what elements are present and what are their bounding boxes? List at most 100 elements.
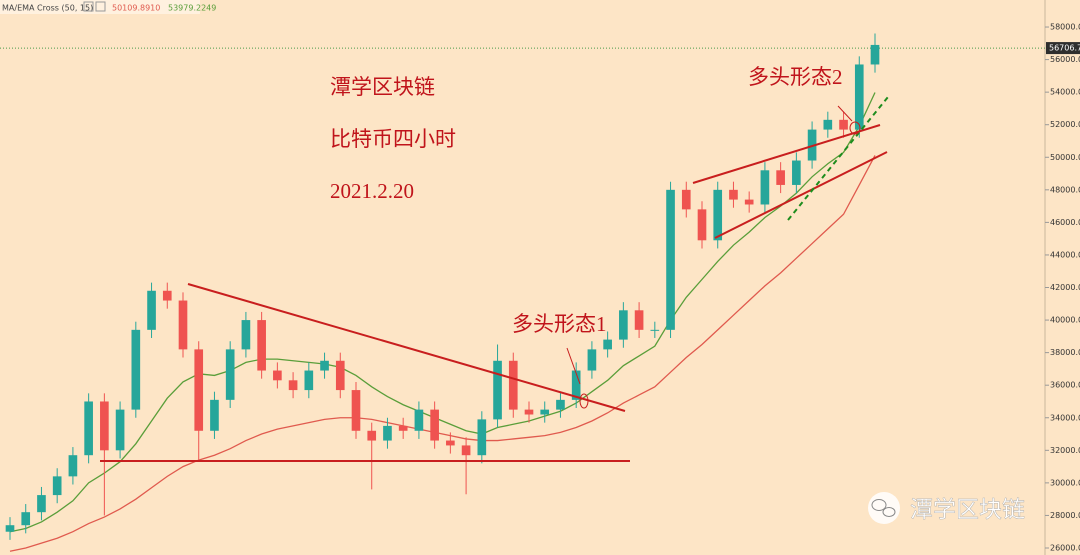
legend: 50109.8910 53979.2249 (112, 4, 216, 13)
y-tick-label: 32000.00 (1050, 446, 1080, 455)
candle-body (446, 440, 455, 446)
arrow (566, 347, 581, 385)
candle-body (225, 349, 235, 400)
candle-body (273, 370, 282, 381)
candle-body (115, 409, 125, 451)
candle-body (68, 455, 78, 477)
candle-body (619, 310, 628, 340)
candle-body (461, 445, 471, 456)
candle-body (194, 349, 204, 431)
marker (579, 393, 589, 409)
candle-body (430, 409, 439, 441)
marker (849, 121, 861, 135)
candle-body (210, 399, 219, 431)
y-tick-label: 36000.00 (1050, 381, 1080, 390)
candle-body (367, 430, 377, 441)
candle-body (100, 401, 109, 451)
indicator-label: MA/EMA Cross (50, 15) (2, 4, 93, 13)
candle-body (744, 199, 754, 205)
y-tick-label: 54000.00 (1050, 88, 1080, 97)
annotation: 潭学区块链 (330, 75, 435, 99)
candles (5, 33, 880, 540)
candle-body (697, 209, 707, 241)
ma-line (9, 92, 876, 533)
last-price-label: 56706.76 (1049, 44, 1080, 53)
watermark-text: 潭学区块链 (910, 497, 1025, 523)
candle-body (414, 409, 424, 431)
y-tick-label: 28000.00 (1050, 511, 1080, 520)
candle-body (508, 360, 518, 410)
candle-body (477, 419, 487, 456)
candle-body (729, 189, 738, 200)
annotation: 比特币四小时 (330, 127, 456, 151)
candle-body (650, 329, 660, 331)
last-price-tag (1046, 42, 1080, 55)
y-tick-label: 44000.00 (1050, 250, 1080, 259)
candle-body (870, 44, 880, 65)
y-tick-label: 50000.00 (1050, 153, 1080, 162)
y-tick-label: 46000.00 (1050, 218, 1080, 227)
y-tick-label: 52000.00 (1050, 120, 1080, 129)
y-tick-label: 48000.00 (1050, 185, 1080, 194)
legend-icon (83, 1, 94, 12)
y-tick-label: 30000.00 (1050, 478, 1080, 487)
candle-body (839, 119, 848, 130)
annotation: 多头形态1 (512, 312, 607, 336)
candle-body (84, 401, 93, 456)
candle-body (666, 189, 675, 330)
moving-averages (9, 92, 876, 552)
trend-line (692, 124, 881, 184)
candle-body (603, 339, 612, 350)
annotation: 2021.2.20 (330, 179, 414, 203)
candle-body (854, 64, 864, 130)
candle-body (5, 525, 15, 532)
watermark-icon (882, 507, 896, 517)
candle-body (634, 310, 644, 330)
legend-bg (0, 0, 200, 14)
watermark: 潭学区块链 (868, 492, 1025, 524)
candle-body (823, 119, 833, 130)
legend-value: 53979.2249 (168, 4, 216, 13)
candle-body (147, 290, 156, 330)
trend-line (714, 151, 888, 239)
candle-body (257, 320, 266, 371)
candle-body (792, 160, 801, 185)
candle-body (540, 409, 550, 415)
candle-body (556, 399, 565, 410)
y-tick-label: 42000.00 (1050, 283, 1080, 292)
candle-body (304, 370, 314, 391)
price-axis-panel (1045, 0, 1080, 555)
ma-line (9, 155, 876, 552)
grid: 26000.00 28000.00 30000.00 32000.00 34000.00… (0, 23, 1080, 552)
candle-body (713, 189, 723, 241)
candle-body (383, 425, 392, 441)
candle-body (776, 170, 785, 185)
legend-icon (95, 1, 106, 12)
y-tick-label: 56000.00 (1050, 55, 1080, 64)
legend-value: 50109.8910 (112, 4, 160, 13)
candle-body (493, 360, 502, 420)
y-tick-label: 58000.00 (1050, 23, 1080, 32)
annotation: 多头形态2 (748, 65, 843, 89)
trend-lines (100, 96, 889, 462)
candle-body (162, 290, 172, 301)
candle-body (52, 476, 62, 496)
y-tick-label: 34000.00 (1050, 413, 1080, 422)
candle-body (241, 320, 251, 350)
candle-body (571, 370, 581, 400)
y-tick-label: 40000.00 (1050, 316, 1080, 325)
candle-body (587, 349, 597, 371)
candle-body (681, 189, 691, 210)
arrow (837, 105, 853, 122)
candle-body (335, 360, 345, 391)
candle-body (398, 425, 408, 431)
candle-body (131, 329, 141, 410)
candle-body (320, 360, 329, 371)
candle-body (37, 495, 46, 513)
candle-body (21, 512, 31, 526)
watermark-icon (871, 499, 887, 511)
trend-line (187, 283, 626, 412)
candle-body (351, 390, 361, 431)
